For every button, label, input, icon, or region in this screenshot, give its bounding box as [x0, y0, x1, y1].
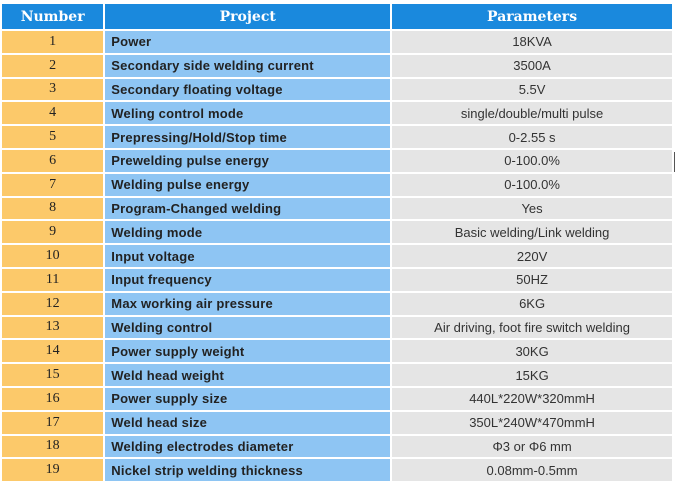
row-number: 14	[2, 340, 104, 363]
table-row: 15 Weld head weight 15KG	[2, 364, 672, 386]
row-project: Input frequency	[105, 268, 391, 291]
row-number: 16	[2, 387, 104, 410]
row-parameter: 0-2.55 s	[392, 126, 672, 148]
header-parameters: Parameters	[392, 4, 672, 29]
row-parameter: 5.5V	[392, 78, 672, 101]
row-number: 2	[2, 54, 104, 77]
row-parameter: 30KG	[392, 340, 672, 363]
row-number: 9	[2, 221, 104, 244]
table-row: 13 Welding control Air driving, foot fire …	[2, 316, 672, 339]
row-parameter: 350L*240W*470mmH	[392, 411, 672, 434]
row-parameter: 50HZ	[392, 268, 672, 291]
table-row: 16 Power supply size 440L*220W*320mmH	[2, 387, 672, 410]
row-project: Welding pulse energy	[105, 173, 391, 196]
row-parameter: 6KG	[392, 292, 672, 315]
table-row: 7 Welding pulse energy 0-100.0%	[2, 173, 672, 196]
row-parameter: single/double/multi pulse	[392, 102, 672, 125]
header-row: Number Project Parameters	[2, 4, 672, 29]
row-number: 11	[2, 268, 104, 291]
header-project: Project	[105, 4, 391, 29]
table-row: 19 Nickel strip welding thickness 0.08mm-0…	[2, 459, 672, 482]
row-project: Weld head weight	[105, 364, 391, 386]
table-row: 3 Secondary floating voltage 5.5V	[2, 78, 672, 101]
row-parameter: Air driving, foot fire switch welding	[392, 316, 672, 339]
table-row: 2 Secondary side welding current 3500A	[2, 54, 672, 77]
row-parameter: Yes	[392, 197, 672, 220]
row-project: Welding mode	[105, 221, 391, 244]
row-number: 12	[2, 292, 104, 315]
row-project: Secondary side welding current	[105, 54, 391, 77]
row-number: 10	[2, 245, 104, 267]
row-project: Power supply weight	[105, 340, 391, 363]
table-row: 9 Welding mode Basic welding/Link welding	[2, 221, 672, 244]
row-parameter: 440L*220W*320mmH	[392, 387, 672, 410]
row-parameter: 15KG	[392, 364, 672, 386]
row-project: Program-Changed welding	[105, 197, 391, 220]
row-number: 8	[2, 197, 104, 220]
row-project: Secondary floating voltage	[105, 78, 391, 101]
table-row: 17 Weld head size 350L*240W*470mmH	[2, 411, 672, 434]
row-project: Weld head size	[105, 411, 391, 434]
row-number: 7	[2, 173, 104, 196]
row-project: Input voltage	[105, 245, 391, 267]
row-parameter: 0-100.0%	[392, 149, 672, 172]
row-project: Welding electrodes diameter	[105, 435, 391, 458]
row-project: Power supply size	[105, 387, 391, 410]
row-parameter: 0-100.0%	[392, 173, 672, 196]
row-project: Prewelding pulse energy	[105, 149, 391, 172]
row-number: 4	[2, 102, 104, 125]
row-number: 17	[2, 411, 104, 434]
table-row: 5 Prepressing/Hold/Stop time 0-2.55 s	[2, 126, 672, 148]
row-project: Welding control	[105, 316, 391, 339]
table-row: 6 Prewelding pulse energy 0-100.0%	[2, 149, 672, 172]
table-row: 10 Input voltage 220V	[2, 245, 672, 267]
row-project: Power	[105, 31, 391, 53]
row-parameter: 220V	[392, 245, 672, 267]
table-row: 11 Input frequency 50HZ	[2, 268, 672, 291]
row-number: 13	[2, 316, 104, 339]
text-cursor-mark	[674, 152, 675, 172]
table-row: 4 Weling control mode single/double/multi …	[2, 102, 672, 125]
row-number: 19	[2, 459, 104, 482]
table-row: 12 Max working air pressure 6KG	[2, 292, 672, 315]
row-number: 1	[2, 31, 104, 53]
row-number: 3	[2, 78, 104, 101]
row-parameter: Basic welding/Link welding	[392, 221, 672, 244]
row-number: 18	[2, 435, 104, 458]
row-number: 5	[2, 126, 104, 148]
row-parameter: 18KVA	[392, 31, 672, 53]
table-row: 14 Power supply weight 30KG	[2, 340, 672, 363]
table-row: 1 Power 18KVA	[2, 31, 672, 53]
row-project: Nickel strip welding thickness	[105, 459, 391, 482]
row-parameter: Φ3 or Φ6 mm	[392, 435, 672, 458]
row-project: Weling control mode	[105, 102, 391, 125]
row-number: 6	[2, 149, 104, 172]
header-number: Number	[2, 4, 104, 29]
row-project: Prepressing/Hold/Stop time	[105, 126, 391, 148]
row-number: 15	[2, 364, 104, 386]
row-parameter: 3500A	[392, 54, 672, 77]
table-row: 8 Program-Changed welding Yes	[2, 197, 672, 220]
row-project: Max working air pressure	[105, 292, 391, 315]
row-parameter: 0.08mm-0.5mm	[392, 459, 672, 482]
table-row: 18 Welding electrodes diameter Φ3 or Φ6 mm	[2, 435, 672, 458]
